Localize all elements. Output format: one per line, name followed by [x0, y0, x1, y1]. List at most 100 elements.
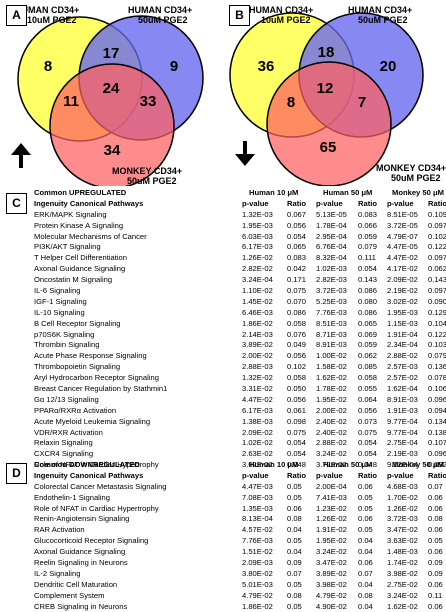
- pvalue-monkey-50: 9.77E-04: [387, 427, 418, 437]
- col-ratio-h10: Ratio: [287, 198, 306, 208]
- label-human-50um-line2: 50uM PGE2: [358, 15, 408, 25]
- ratio-human-10: 0.050: [287, 384, 307, 394]
- pvalue-monkey-50: 9.12E-04: [387, 460, 418, 470]
- pvalue-monkey-50: 4.68E-03: [387, 481, 418, 491]
- pvalue-human-50: 8.71E-03: [316, 329, 347, 339]
- ratio-monkey-50: 0.08: [428, 514, 443, 524]
- label-monkey-50um-line2: 50uM PGE2: [127, 176, 177, 186]
- pathway-name: Breast Cancer Regulation by Stathmin1: [34, 384, 168, 394]
- table-title-row: Common UPREGULATED Human 10 μM Human 50 …: [6, 188, 444, 199]
- label-monkey-50um-line2: 50uM PGE2: [391, 173, 441, 183]
- pvalue-human-50: 3.98E-02: [316, 579, 347, 589]
- pathway-name: Role of NFAT in Cardiac Hypertrophy: [34, 460, 159, 470]
- ratio-human-10: 0.05: [287, 579, 302, 589]
- pvalue-human-50: 3.47E-02: [316, 558, 347, 568]
- pathway-name: Dendritic Cell Maturation: [34, 579, 118, 589]
- ratio-human-10: 0.04: [287, 547, 302, 557]
- count-only-monkey: 34: [104, 142, 121, 159]
- pvalue-human-50: 1.02E-03: [316, 264, 347, 274]
- panel-letter-b: B: [229, 5, 250, 26]
- pathway-name: IGF-1 Signaling: [34, 296, 87, 306]
- ratio-human-50: 0.059: [358, 231, 378, 241]
- table-row: CREB Signaling in Neurons 1.86E-02 0.05 4.9…: [6, 601, 443, 612]
- ratio-monkey-50: 0.092: [428, 460, 446, 470]
- panel-letter-c: C: [6, 193, 27, 214]
- table-row: Relaxin Signaling 1.02E-02 0.054 2.88E-02 0.…: [6, 438, 446, 449]
- pvalue-monkey-50: 1.91E-03: [387, 405, 418, 415]
- pvalue-human-10: 2.09E-02: [242, 427, 273, 437]
- pathway-name: VDR/RXR Activation: [34, 427, 103, 437]
- table-row: Axonal Guidance Signaling 1.51E-02 0.04 3.2…: [6, 547, 443, 558]
- pvalue-human-50: 1.91E-02: [316, 525, 347, 535]
- count-human10-monkey: 8: [287, 94, 295, 111]
- pvalue-human-10: 7.76E-03: [242, 536, 273, 546]
- pvalue-human-10: 3.31E-02: [242, 384, 273, 394]
- ratio-monkey-50: 0.06: [428, 525, 443, 535]
- pvalue-human-10: 4.47E-03: [242, 481, 273, 491]
- group-header-human-10: Human 10 μM: [249, 460, 299, 469]
- ratio-human-10: 0.058: [287, 318, 307, 328]
- ratio-human-10: 0.171: [287, 275, 307, 285]
- pathway-name: Colorectal Cancer Metastasis Signaling: [34, 481, 167, 491]
- count-all-three: 24: [103, 80, 120, 97]
- pvalue-human-50: 2.95E-04: [316, 231, 347, 241]
- pvalue-monkey-50: 1.95E-03: [387, 307, 418, 317]
- count-human-10-50: 17: [103, 45, 120, 62]
- count-only-human-50um: 20: [380, 58, 397, 75]
- table-row: Role of NFAT in Cardiac Hypertrophy 3.02E…: [6, 460, 446, 471]
- pathway-name: CREB Signaling in Neurons: [34, 601, 128, 611]
- pvalue-monkey-50: 4.47E-02: [387, 253, 418, 263]
- panel-letter-a: A: [6, 5, 27, 26]
- ratio-human-10: 0.05: [287, 492, 302, 502]
- pvalue-human-10: 1.38E-03: [242, 416, 273, 426]
- ratio-human-10: 0.070: [287, 296, 307, 306]
- ratio-human-10: 0.075: [287, 286, 307, 296]
- ratio-human-50: 0.054: [358, 449, 378, 459]
- ratio-monkey-50: 0.122: [428, 329, 446, 339]
- pvalue-human-50: 2.40E-02: [316, 427, 347, 437]
- ratio-monkey-50: 0.134: [428, 416, 446, 426]
- group-header-human-10: Human 10 μM: [249, 188, 299, 197]
- ratio-human-50: 0.079: [358, 242, 378, 252]
- pvalue-human-50: 1.00E-02: [316, 351, 347, 361]
- pvalue-human-10: 4.57E-02: [242, 525, 273, 535]
- col-pvalue-h50: p-value: [316, 198, 343, 208]
- downregulated-pathways-table: Common DOWNREGULATED Human 10 μM Human 5…: [6, 460, 446, 612]
- pathway-name: PI3K/AKT Signaling: [34, 242, 101, 252]
- ratio-human-10: 0.086: [287, 307, 307, 317]
- ratio-human-10: 0.058: [287, 373, 307, 383]
- pvalue-human-10: 6.17E-03: [242, 242, 273, 252]
- col-ratio-h50: Ratio: [358, 198, 377, 208]
- table-row: T Helper Cell Differentiation 1.26E-02 0.0…: [6, 253, 446, 264]
- pathway-name: Acute Phase Response Signaling: [34, 351, 147, 361]
- ratio-monkey-50: 0.136: [428, 362, 446, 372]
- ratio-monkey-50: 0.11: [428, 590, 443, 600]
- table-row: IL-2 Signaling 3.80E-02 0.07 3.89E-02 0.07 3.…: [6, 568, 443, 580]
- count-human10-monkey: 11: [63, 93, 79, 110]
- pvalue-human-10: 6.03E-03: [242, 231, 273, 241]
- pvalue-human-10: 3.80E-02: [242, 568, 273, 578]
- ratio-monkey-50: 0.09: [428, 558, 443, 568]
- pvalue-human-50: 6.76E-04: [316, 242, 347, 252]
- ratio-human-50: 0.086: [358, 286, 378, 296]
- table-title: Common DOWNREGULATED: [34, 460, 140, 469]
- pathway-name: CXCR4 Signaling: [34, 449, 94, 459]
- pathway-name: RAR Activation: [34, 525, 85, 535]
- pathway-name: IL-6 Signaling: [34, 286, 81, 296]
- ratio-monkey-50: 0.122: [428, 242, 446, 252]
- pvalue-monkey-50: 8.91E-03: [387, 394, 418, 404]
- ratio-human-10: 0.05: [287, 536, 302, 546]
- ratio-human-50: 0.075: [358, 427, 378, 437]
- ratio-monkey-50: 0.090: [428, 296, 446, 306]
- pvalue-monkey-50: 1.62E-02: [387, 601, 418, 611]
- ratio-monkey-50: 0.097: [428, 220, 446, 230]
- table-row: Axonal Guidance Signaling 2.82E-02 0.042 1.…: [6, 264, 446, 275]
- table-row: IL-10 Signaling 6.46E-03 0.086 7.76E-03 0.08…: [6, 307, 446, 319]
- table-row: PI3K/AKT Signaling 6.17E-03 0.065 6.76E-04 0…: [6, 242, 446, 253]
- pvalue-human-50: 1.62E-02: [316, 373, 347, 383]
- ratio-human-50: 0.04: [358, 579, 373, 589]
- group-header-monkey-50: Monkey 50 μM: [392, 460, 444, 469]
- ratio-human-10: 0.042: [287, 264, 307, 274]
- pvalue-human-10: 2.09E-03: [242, 558, 273, 568]
- table-row: CXCR4 Signaling 2.63E-02 0.054 3.24E-02 0.05…: [6, 449, 446, 460]
